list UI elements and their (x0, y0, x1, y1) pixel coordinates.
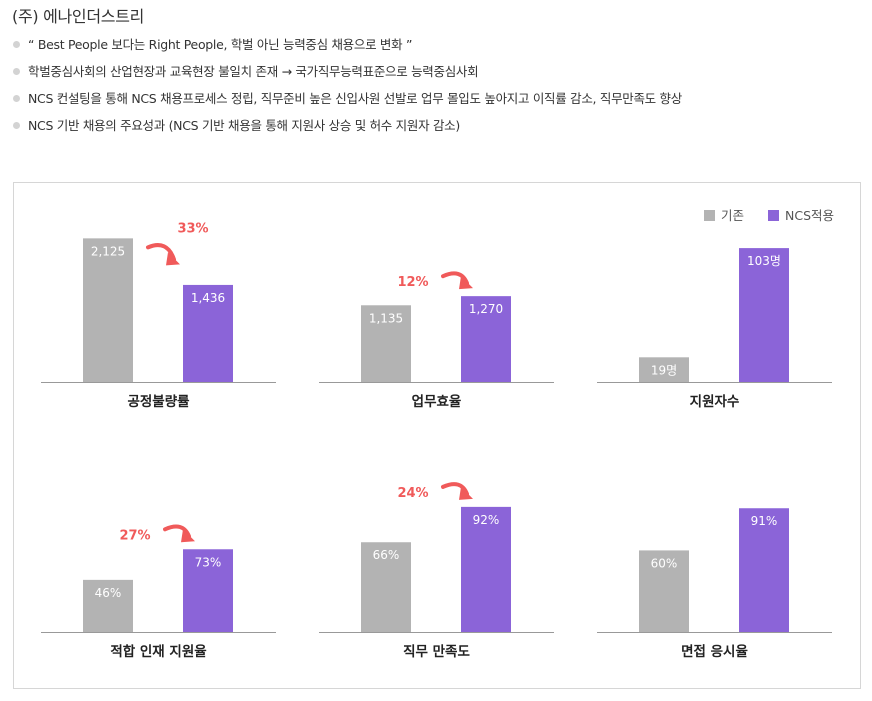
category-label: 지원자수 (690, 394, 740, 410)
bullet-text: “ Best People 보다는 Right People, 학벌 아닌 능력… (28, 37, 413, 52)
bar-value-label: 91% (751, 514, 778, 528)
summary-bullet: “ Best People 보다는 Right People, 학벌 아닌 능력… (12, 35, 682, 62)
arrow-head-icon (459, 276, 473, 290)
chart-panel: 2,125 1,436 공정불량률 33% 1,135 1,270 업무효율 12% 19명 10… (13, 182, 861, 689)
category-label: 적합 인재 지원율 (110, 643, 206, 660)
bar-value-label: 66% (373, 548, 400, 562)
bar-value-label: 1,135 (369, 311, 403, 325)
change-arrow-icon (441, 482, 469, 496)
summary-bullet: NCS 컨설팅을 통해 NCS 채용프로세스 정립, 직무준비 높은 신입사원 … (12, 89, 682, 116)
change-percent-label: 12% (397, 275, 428, 290)
bar-value-label: 1,270 (469, 302, 503, 316)
summary-bullet: NCS 기반 채용의 주요성과 (NCS 기반 채용을 통해 지원사 상승 및 … (12, 116, 682, 143)
bar-value-label: 19명 (651, 363, 677, 377)
legend-label: 기존 (720, 208, 744, 223)
bar-ncs (461, 296, 511, 382)
bar-value-label: 60% (651, 556, 678, 570)
bar-before (639, 357, 689, 382)
bullet-dot-icon (13, 41, 20, 48)
bar-before (361, 305, 411, 382)
change-arrow-icon (163, 524, 191, 539)
change-percent-label: 33% (177, 221, 208, 236)
bar-ncs (461, 506, 511, 632)
legend-item-ncs: NCS적용 (767, 205, 834, 224)
summary-bullet-list: “ Best People 보다는 Right People, 학벌 아닌 능력… (12, 35, 682, 143)
bar-ncs (183, 284, 233, 382)
bar-value-label: 103명 (747, 254, 781, 268)
bar-ncs (739, 248, 789, 382)
bar-before (83, 579, 133, 632)
legend-item-before: 기존 (703, 205, 744, 224)
bar-value-label: 46% (95, 586, 122, 600)
change-percent-label: 27% (119, 528, 150, 543)
legend-label: NCS적용 (784, 208, 834, 223)
bullet-text: 학벌중심사회의 산업현장과 교육현장 불일치 존재 → 국가직무능력표준으로 능… (28, 64, 479, 79)
arrow-head-icon (459, 486, 473, 500)
bar-value-label: 73% (195, 555, 222, 569)
change-arrow-icon (441, 271, 469, 286)
bar-before (361, 542, 411, 632)
arrow-head-icon (181, 529, 195, 543)
bar-value-label: 92% (473, 513, 500, 527)
change-arrow-icon (146, 243, 176, 262)
chart-legend: 기존 NCS적용 (684, 205, 834, 224)
charts-svg: 2,125 1,436 공정불량률 33% 1,135 1,270 업무효율 12% 19명 10… (41, 221, 832, 660)
bullet-dot-icon (13, 122, 20, 129)
bar-value-label: 2,125 (91, 244, 125, 258)
bar-before (639, 550, 689, 632)
legend-swatch-gray (703, 210, 715, 221)
category-label: 면접 응시율 (681, 643, 748, 660)
page-title: (주) 에나인더스트리 (12, 7, 145, 26)
bar-value-label: 1,436 (191, 291, 225, 305)
category-label: 공정불량률 (127, 393, 190, 410)
bullet-text: NCS 기반 채용의 주요성과 (NCS 기반 채용을 통해 지원사 상승 및 … (28, 118, 460, 133)
legend-swatch-purple (767, 210, 779, 221)
bar-ncs (183, 549, 233, 632)
category-label: 직무 만족도 (403, 643, 470, 660)
arrow-head-icon (166, 252, 180, 266)
bar-before (83, 238, 133, 382)
bullet-dot-icon (13, 95, 20, 102)
category-label: 업무효율 (412, 393, 462, 410)
summary-bullet: 학벌중심사회의 산업현장과 교육현장 불일치 존재 → 국가직무능력표준으로 능… (12, 62, 682, 89)
bullet-text: NCS 컨설팅을 통해 NCS 채용프로세스 정립, 직무준비 높은 신입사원 … (28, 91, 682, 106)
bullet-dot-icon (13, 68, 20, 75)
bar-ncs (739, 508, 789, 632)
change-percent-label: 24% (397, 486, 428, 501)
